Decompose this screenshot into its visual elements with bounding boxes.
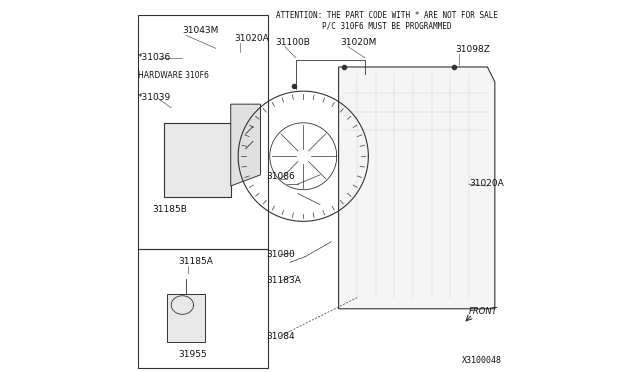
Text: 31185A: 31185A xyxy=(179,257,214,266)
Text: 31020A: 31020A xyxy=(234,34,269,43)
Bar xyxy=(138,249,268,368)
Text: 31098Z: 31098Z xyxy=(456,45,491,54)
Text: 31955: 31955 xyxy=(179,350,207,359)
Bar xyxy=(168,294,205,342)
Text: 31043M: 31043M xyxy=(182,26,219,35)
Text: 31086: 31086 xyxy=(266,171,295,180)
Text: 31080: 31080 xyxy=(266,250,295,259)
Text: 31100B: 31100B xyxy=(275,38,310,46)
Text: *31036: *31036 xyxy=(138,52,171,61)
Bar xyxy=(138,15,268,249)
Bar xyxy=(164,123,231,197)
Text: 31185B: 31185B xyxy=(152,205,188,214)
Text: *31039: *31039 xyxy=(138,93,171,102)
Polygon shape xyxy=(339,67,495,309)
Text: 31183A: 31183A xyxy=(266,276,301,285)
Text: 31020M: 31020M xyxy=(340,38,377,46)
Text: X3100048: X3100048 xyxy=(462,356,502,365)
Text: HARDWARE 310F6: HARDWARE 310F6 xyxy=(138,71,209,80)
Text: FRONT: FRONT xyxy=(468,307,497,316)
Text: 31020A: 31020A xyxy=(468,179,504,188)
Polygon shape xyxy=(231,104,260,186)
Text: ATTENTION: THE PART CODE WITH * ARE NOT FOR SALE
P/C 310F6 MUST BE PROGRAMMED: ATTENTION: THE PART CODE WITH * ARE NOT … xyxy=(276,11,498,31)
Text: 31084: 31084 xyxy=(266,331,294,340)
